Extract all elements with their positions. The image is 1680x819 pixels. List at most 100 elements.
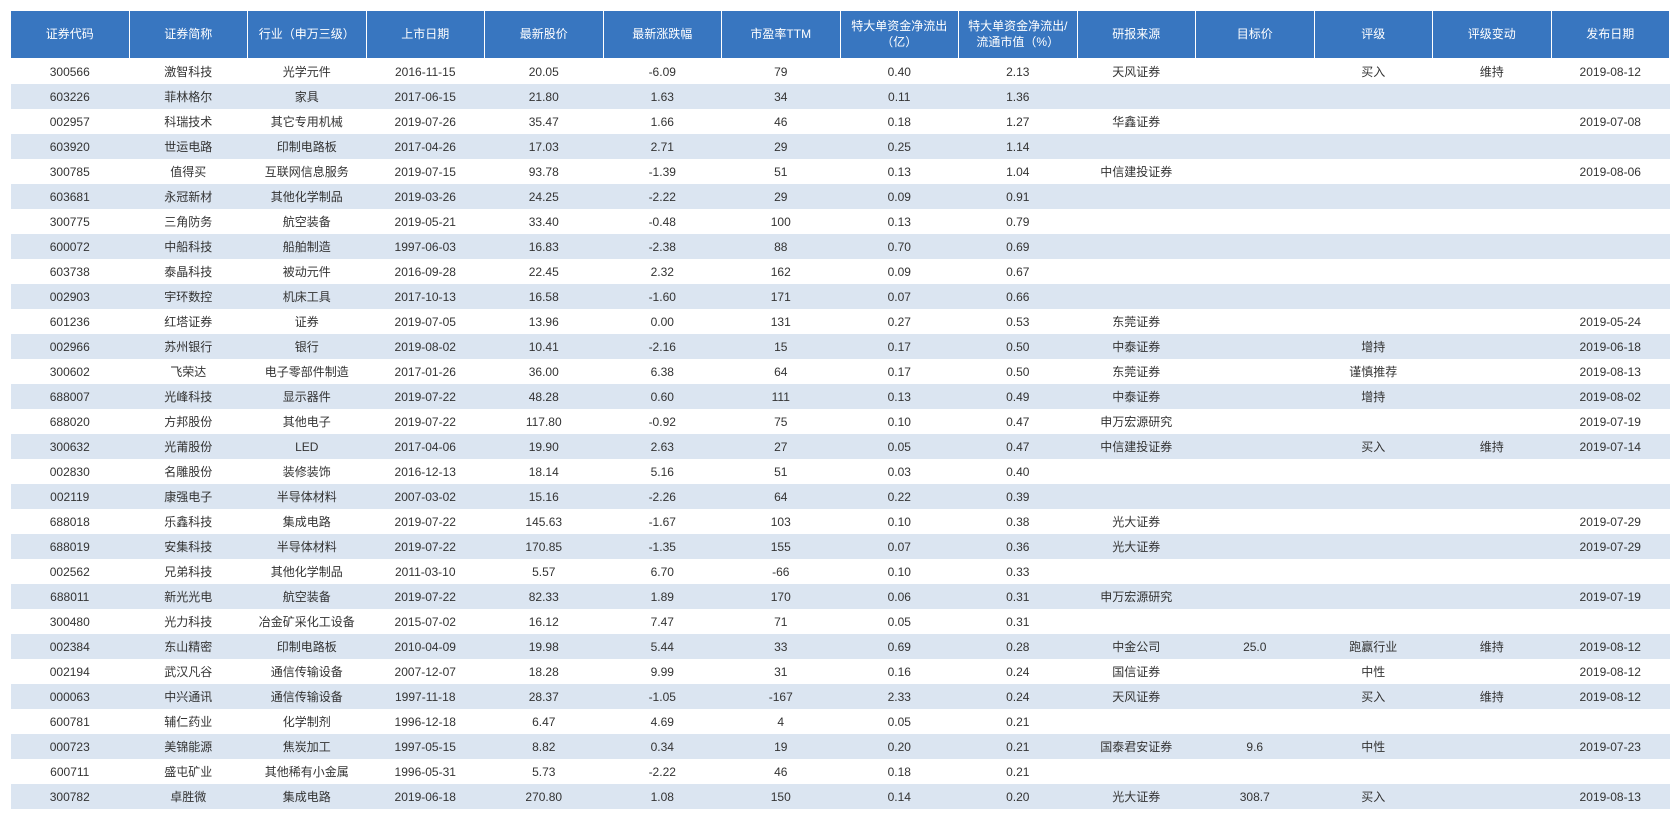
table-cell: 中泰证券 bbox=[1077, 384, 1196, 409]
table-cell: 0.50 bbox=[959, 359, 1078, 384]
table-cell: 0.07 bbox=[840, 284, 959, 309]
table-cell: 东莞证券 bbox=[1077, 359, 1196, 384]
column-header-11: 评级 bbox=[1314, 11, 1433, 59]
table-cell: 300480 bbox=[11, 609, 130, 634]
table-cell bbox=[1196, 84, 1315, 109]
table-row: 688019安集科技半导体材料2019-07-22170.85-1.351550… bbox=[11, 534, 1670, 559]
column-header-7: 特大单资金净流出（亿） bbox=[840, 11, 959, 59]
table-cell: 买入 bbox=[1314, 784, 1433, 809]
table-cell: LED bbox=[248, 434, 367, 459]
table-cell: 117.80 bbox=[485, 409, 604, 434]
table-cell bbox=[1077, 259, 1196, 284]
table-row: 000063中兴通讯通信传输设备1997-11-1828.37-1.05-167… bbox=[11, 684, 1670, 709]
table-cell: 美锦能源 bbox=[129, 734, 248, 759]
table-row: 300782卓胜微集成电路2019-06-18270.801.081500.14… bbox=[11, 784, 1670, 809]
table-cell: 8.82 bbox=[485, 734, 604, 759]
table-cell: 300775 bbox=[11, 209, 130, 234]
table-cell: 34 bbox=[722, 84, 841, 109]
table-cell: 光峰科技 bbox=[129, 384, 248, 409]
table-cell: 光莆股份 bbox=[129, 434, 248, 459]
table-cell bbox=[1433, 409, 1552, 434]
table-cell bbox=[1196, 134, 1315, 159]
table-cell bbox=[1314, 559, 1433, 584]
table-cell: 000063 bbox=[11, 684, 130, 709]
table-cell: 300566 bbox=[11, 59, 130, 85]
table-cell: 中性 bbox=[1314, 659, 1433, 684]
table-cell bbox=[1196, 334, 1315, 359]
table-cell: 激智科技 bbox=[129, 59, 248, 85]
table-cell: 维持 bbox=[1433, 684, 1552, 709]
table-cell bbox=[1551, 234, 1670, 259]
table-cell bbox=[1314, 309, 1433, 334]
table-cell: 688007 bbox=[11, 384, 130, 409]
table-cell: 天风证券 bbox=[1077, 59, 1196, 85]
table-cell: 603738 bbox=[11, 259, 130, 284]
table-cell: 冶金矿采化工设备 bbox=[248, 609, 367, 634]
table-cell: 002119 bbox=[11, 484, 130, 509]
table-cell: 家具 bbox=[248, 84, 367, 109]
table-cell: 2019-08-12 bbox=[1551, 59, 1670, 85]
table-cell: 0.10 bbox=[840, 559, 959, 584]
table-cell: 机床工具 bbox=[248, 284, 367, 309]
table-cell bbox=[1196, 409, 1315, 434]
table-cell: 5.16 bbox=[603, 459, 722, 484]
table-cell: 1996-12-18 bbox=[366, 709, 485, 734]
table-cell: 中信建投证券 bbox=[1077, 159, 1196, 184]
table-cell: 半导体材料 bbox=[248, 484, 367, 509]
table-cell bbox=[1433, 609, 1552, 634]
table-row: 002384东山精密印制电路板2010-04-0919.985.44330.69… bbox=[11, 634, 1670, 659]
table-cell: 0.09 bbox=[840, 184, 959, 209]
table-cell bbox=[1077, 234, 1196, 259]
table-cell: 2017-04-26 bbox=[366, 134, 485, 159]
table-cell: 300782 bbox=[11, 784, 130, 809]
table-cell: 0.13 bbox=[840, 384, 959, 409]
table-cell: 4.69 bbox=[603, 709, 722, 734]
table-cell: 光力科技 bbox=[129, 609, 248, 634]
table-cell bbox=[1314, 609, 1433, 634]
table-cell: 2.71 bbox=[603, 134, 722, 159]
table-cell bbox=[1196, 59, 1315, 85]
table-cell: 162 bbox=[722, 259, 841, 284]
table-cell: 0.13 bbox=[840, 209, 959, 234]
table-cell: 2.13 bbox=[959, 59, 1078, 85]
table-cell: 1997-05-15 bbox=[366, 734, 485, 759]
table-cell: 93.78 bbox=[485, 159, 604, 184]
table-cell: 武汉凡谷 bbox=[129, 659, 248, 684]
table-cell: 002830 bbox=[11, 459, 130, 484]
table-cell: 2019-07-26 bbox=[366, 109, 485, 134]
table-cell: 印制电路板 bbox=[248, 634, 367, 659]
table-cell: 18.28 bbox=[485, 659, 604, 684]
table-cell: 64 bbox=[722, 484, 841, 509]
table-cell: -167 bbox=[722, 684, 841, 709]
table-cell bbox=[1433, 134, 1552, 159]
table-cell: 增持 bbox=[1314, 384, 1433, 409]
table-row: 300602飞荣达电子零部件制造2017-01-2636.006.38640.1… bbox=[11, 359, 1670, 384]
table-cell: 4 bbox=[722, 709, 841, 734]
table-cell: -0.92 bbox=[603, 409, 722, 434]
table-cell: -1.67 bbox=[603, 509, 722, 534]
table-cell: 中性 bbox=[1314, 734, 1433, 759]
table-cell: 卓胜微 bbox=[129, 784, 248, 809]
table-cell: -2.26 bbox=[603, 484, 722, 509]
column-header-9: 研报来源 bbox=[1077, 11, 1196, 59]
table-cell: 1997-11-18 bbox=[366, 684, 485, 709]
table-cell: 0.39 bbox=[959, 484, 1078, 509]
table-cell: 0.05 bbox=[840, 434, 959, 459]
table-row: 600781辅仁药业化学制剂1996-12-186.474.6940.050.2… bbox=[11, 709, 1670, 734]
table-cell bbox=[1433, 709, 1552, 734]
table-cell bbox=[1551, 84, 1670, 109]
table-cell: 002957 bbox=[11, 109, 130, 134]
table-cell: 17.03 bbox=[485, 134, 604, 159]
table-cell: 0.34 bbox=[603, 734, 722, 759]
table-cell: 7.47 bbox=[603, 609, 722, 634]
table-row: 300632光莆股份LED2017-04-0619.902.63270.050.… bbox=[11, 434, 1670, 459]
table-cell: 名雕股份 bbox=[129, 459, 248, 484]
table-cell: 0.25 bbox=[840, 134, 959, 159]
table-cell: 电子零部件制造 bbox=[248, 359, 367, 384]
table-cell: -1.60 bbox=[603, 284, 722, 309]
table-cell bbox=[1077, 484, 1196, 509]
table-cell: 0.36 bbox=[959, 534, 1078, 559]
table-cell: 中泰证券 bbox=[1077, 334, 1196, 359]
table-cell: 1.08 bbox=[603, 784, 722, 809]
table-cell: 2019-03-26 bbox=[366, 184, 485, 209]
